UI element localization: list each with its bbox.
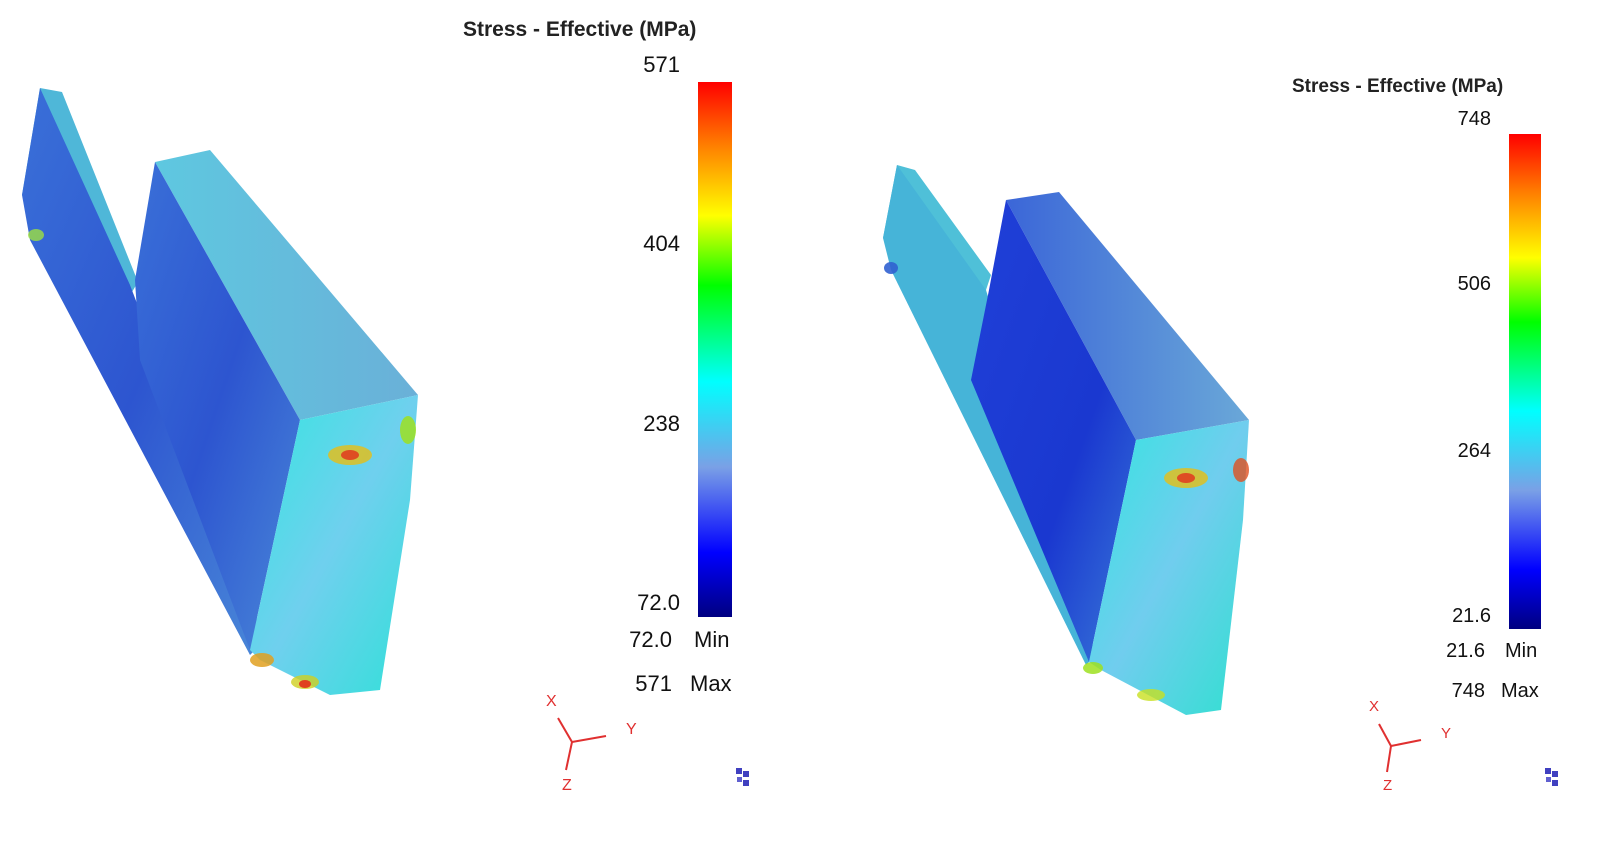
axis-x-label: X [546, 693, 557, 710]
block-top [1006, 192, 1249, 440]
block-front [971, 200, 1136, 662]
legend-title: Stress - Effective (MPa) [1292, 76, 1504, 97]
min-label: Min [1505, 640, 1538, 662]
min-label: Min [694, 627, 730, 652]
axis-z-label: Z [1383, 777, 1392, 794]
block-end-face [250, 395, 418, 695]
view-cube-icon[interactable] [734, 766, 752, 788]
result-viewport-right[interactable]: Stress - Effective (MPa) 748 506 264 21.… [811, 0, 1623, 853]
min-value: 21.6 [1446, 640, 1485, 662]
hotspot-bottom [250, 653, 274, 667]
axis-x-label: X [1369, 698, 1379, 715]
legend-tick-min: 72.0 [637, 590, 680, 615]
legend-tick-max: 748 [1457, 108, 1491, 130]
axis-z-label: Z [562, 777, 572, 794]
view-cube-icon[interactable] [1543, 766, 1561, 788]
axis-y-label: Y [626, 721, 637, 738]
block-top [155, 150, 418, 420]
max-label: Max [690, 671, 732, 696]
legend-tick: 506 [1457, 273, 1491, 295]
legend-tick-min: 21.6 [1452, 605, 1491, 627]
legend-tick: 238 [643, 411, 680, 436]
legend-tick: 264 [1457, 440, 1491, 462]
hotspot-bottom [1083, 662, 1103, 674]
axis-triad: X Y Z [1369, 698, 1451, 794]
min-value: 72.0 [629, 627, 672, 652]
legend-tick: 404 [643, 231, 680, 256]
legend-tick-max: 571 [643, 52, 680, 77]
stress-model-left[interactable] [0, 0, 811, 853]
block-front [135, 162, 300, 650]
max-value: 748 [1451, 680, 1485, 702]
result-viewport-left[interactable]: Stress - Effective (MPa) 571 404 238 72.… [0, 0, 811, 853]
max-value: 571 [635, 671, 672, 696]
block-end-face [1089, 420, 1249, 715]
color-scale-bar [698, 82, 732, 617]
legend-title: Stress - Effective (MPa) [463, 18, 697, 41]
axis-triad: X Y Z [546, 693, 637, 794]
axis-y-label: Y [1441, 725, 1451, 742]
stress-model-right[interactable] [811, 0, 1623, 853]
max-label: Max [1501, 680, 1539, 702]
color-scale-bar [1509, 134, 1541, 629]
